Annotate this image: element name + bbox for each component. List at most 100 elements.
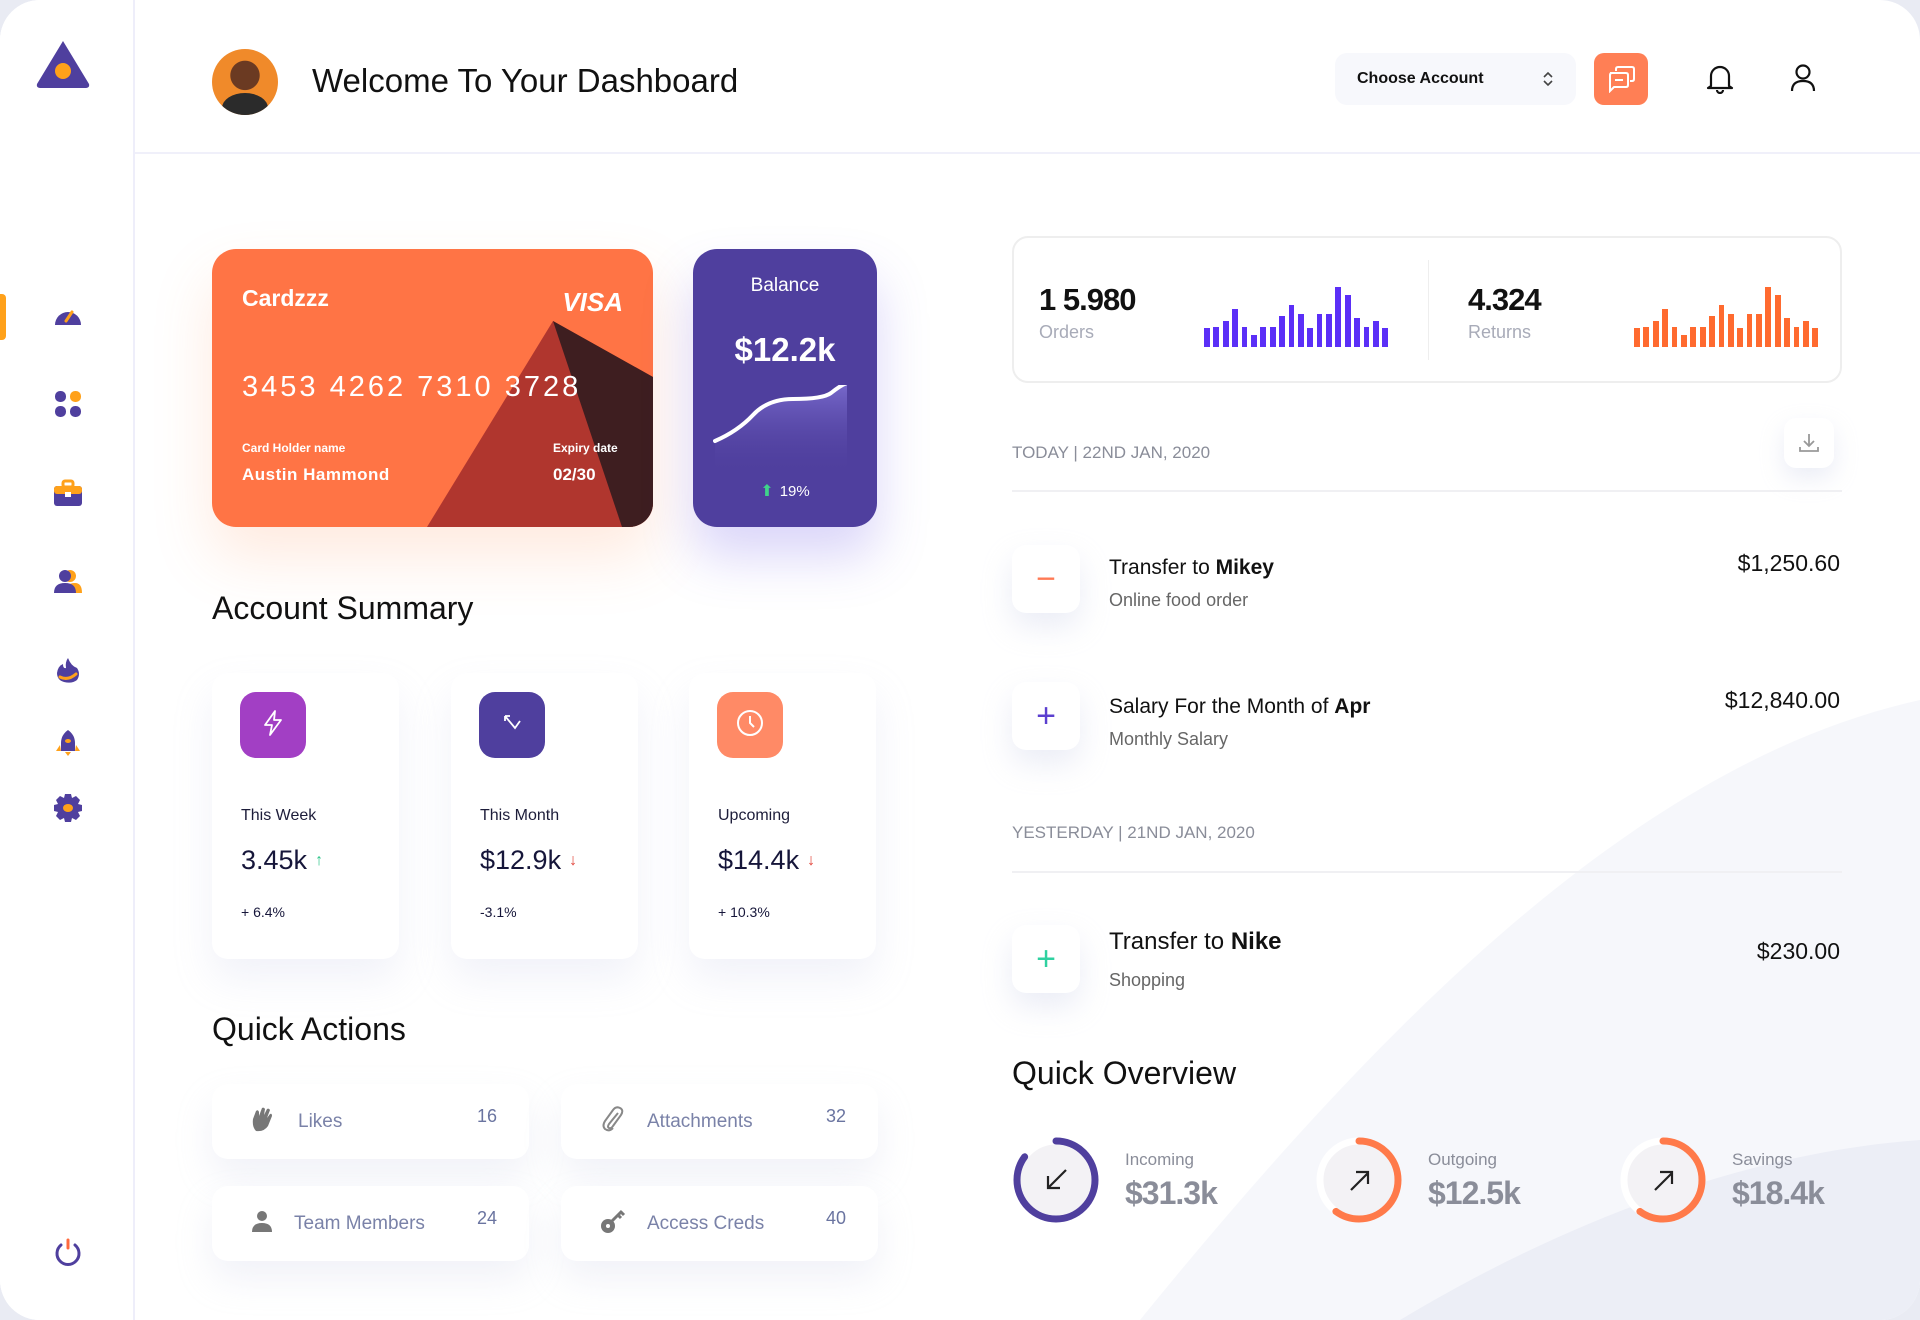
summary-card[interactable]: This Month $12.9k ↓ -3.1% <box>451 673 638 959</box>
expiry-date: 02/30 <box>553 465 596 484</box>
choose-account-select[interactable]: Choose Account <box>1335 53 1576 105</box>
sidebar-item-launch[interactable] <box>50 725 86 761</box>
orders-bar <box>1213 326 1220 347</box>
lightning-icon <box>258 708 288 743</box>
quick-action-attachments[interactable]: Attachments 32 <box>561 1084 878 1159</box>
expiry-label: Expiry date <box>553 441 618 455</box>
arrow-up-icon: ⬆ <box>760 483 774 500</box>
quick-action-team-members[interactable]: Team Members 24 <box>212 1186 529 1261</box>
lightning-badge <box>240 692 306 758</box>
sidebar-item-portfolio[interactable] <box>50 475 86 511</box>
returns-bar <box>1680 334 1687 347</box>
orders-bar <box>1344 295 1351 347</box>
plus-icon: + <box>1012 925 1080 993</box>
notifications-button[interactable] <box>1702 60 1738 96</box>
transaction-title: Transfer to Mikey <box>1109 556 1274 580</box>
orders-bar <box>1307 328 1314 347</box>
card-name: Cardzzz <box>242 285 329 311</box>
minus-icon: − <box>1012 545 1080 613</box>
sidebar-item-users[interactable] <box>50 564 86 600</box>
quick-action-access-creds[interactable]: Access Creds 40 <box>561 1186 878 1261</box>
overview-value: $12.5k <box>1428 1175 1521 1211</box>
summary-value: $14.4k <box>718 845 800 875</box>
returns-label: Returns <box>1468 322 1532 342</box>
orders-bar <box>1222 321 1229 347</box>
stats-divider <box>1428 260 1429 360</box>
logout-button[interactable] <box>50 1235 86 1271</box>
download-button[interactable] <box>1784 418 1834 468</box>
summary-percent: -3.1% <box>480 904 517 920</box>
returns-bar <box>1718 305 1725 347</box>
summary-label: This Week <box>241 807 317 824</box>
avatar[interactable] <box>212 49 278 115</box>
orders-bar <box>1354 318 1361 347</box>
arrow-down-left-icon <box>1046 1169 1067 1190</box>
returns-bar <box>1756 314 1762 347</box>
orders-bar <box>1382 328 1389 347</box>
rocket-icon <box>56 730 80 756</box>
transaction-subtitle: Shopping <box>1109 970 1186 990</box>
progress-ring <box>1013 1137 1099 1223</box>
today-date-header: TODAY | 22ND JAN, 2020 <box>1012 443 1211 462</box>
returns-bar <box>1803 321 1809 347</box>
app-logo[interactable] <box>34 38 92 90</box>
returns-bar <box>1812 328 1819 347</box>
orders-bar <box>1297 314 1304 347</box>
sidebar-item-settings[interactable] <box>50 790 86 826</box>
quick-action-label: Access Creds <box>647 1212 765 1234</box>
orders-bar <box>1260 326 1267 347</box>
paperclip-icon <box>599 1105 627 1138</box>
returns-bar <box>1690 326 1697 347</box>
quick-action-likes[interactable]: Likes 16 <box>212 1084 529 1159</box>
transaction-prefix: Transfer to <box>1109 556 1216 579</box>
orders-bar <box>1232 308 1238 347</box>
select-value: Choose Account <box>1357 70 1484 87</box>
progress-ring <box>1620 1137 1706 1223</box>
summary-label: This Month <box>480 807 560 824</box>
returns-bar <box>1784 318 1791 347</box>
summary-value-row: $14.4k ↓ <box>718 845 815 876</box>
yesterday-date-header: YESTERDAY | 21ND JAN, 2020 <box>1012 823 1255 842</box>
visa-logo: VISA <box>562 287 623 317</box>
returns-bar <box>1709 315 1715 347</box>
ring-progress <box>1620 1137 1706 1223</box>
transaction-amount: $230.00 <box>1756 938 1840 964</box>
returns-bar <box>1774 295 1781 347</box>
balance-trend-sparkline <box>713 385 848 475</box>
card-number: 3453 4262 7310 3728 <box>242 371 582 403</box>
overview-value: $18.4k <box>1732 1175 1825 1211</box>
apps-grid-icon <box>55 391 81 417</box>
orders-bar <box>1288 305 1295 347</box>
sidebar-item-dashboard[interactable] <box>50 298 86 334</box>
orders-bar <box>1335 287 1342 347</box>
returns-bar <box>1793 326 1800 347</box>
trend-down-icon: ↓ <box>569 851 578 869</box>
summary-card[interactable]: This Week 3.45k ↑ + 6.4% <box>212 673 399 959</box>
settings-gear-icon <box>54 794 82 822</box>
messages-button[interactable] <box>1594 53 1648 105</box>
fire-icon <box>57 658 79 683</box>
key-icon <box>599 1207 627 1240</box>
sidebar-item-apps[interactable] <box>50 386 86 422</box>
transaction-prefix: Transfer to <box>1109 928 1231 955</box>
summary-value: $12.9k <box>480 845 562 875</box>
profile-button[interactable] <box>1785 60 1821 96</box>
chat-bubbles-icon <box>1609 66 1635 93</box>
transaction-subtitle: Monthly Salary <box>1109 729 1229 749</box>
divider <box>1012 490 1842 492</box>
arrow-up-left-down-icon <box>497 708 527 743</box>
returns-bar <box>1699 326 1706 347</box>
ring-progress <box>1316 1137 1402 1223</box>
summary-card[interactable]: Upcoming $14.4k ↓ + 10.3% <box>689 673 876 959</box>
header-divider <box>135 152 1920 154</box>
orders-bar <box>1204 328 1210 347</box>
quick-action-label: Team Members <box>294 1212 425 1234</box>
credit-card[interactable]: Cardzzz VISA 3453 4262 7310 3728 Card Ho… <box>212 249 653 527</box>
summary-value: 3.45k <box>241 845 308 875</box>
trend-up-icon: ↑ <box>315 851 324 869</box>
chevron-up-down-icon <box>1543 71 1553 87</box>
sidebar-item-trending[interactable] <box>50 652 86 688</box>
users-icon <box>54 570 82 593</box>
balance-card[interactable]: Balance $12.2k ⬆ 19% <box>693 249 877 527</box>
card-pattern <box>427 321 653 527</box>
